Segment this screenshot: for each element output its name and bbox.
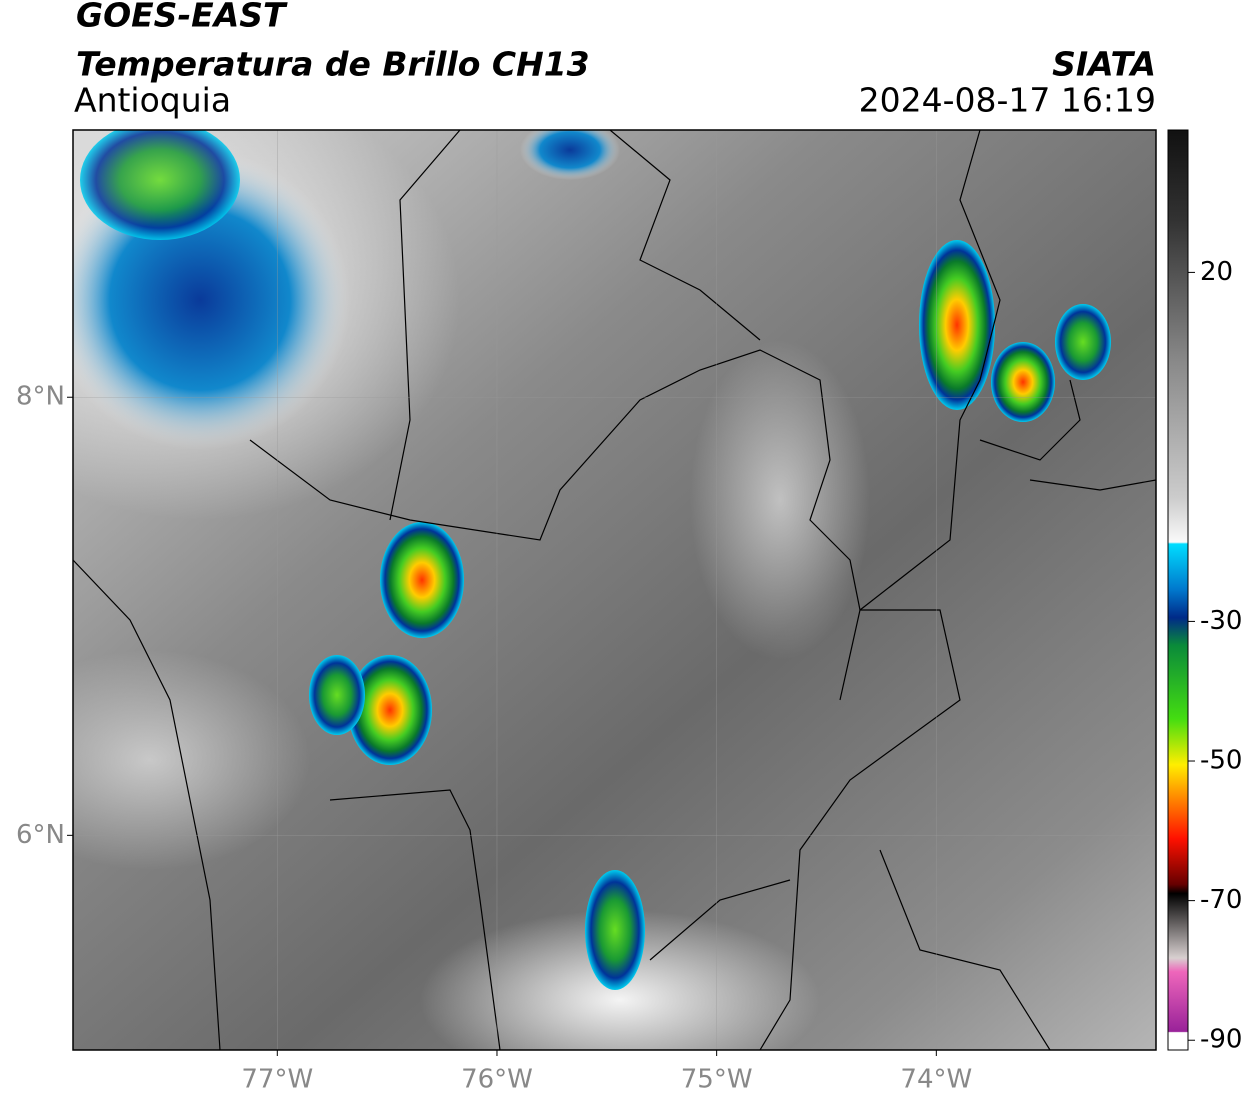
x-tick-label: 75°W (681, 1065, 753, 1095)
map-frame (72, 129, 1157, 1051)
y-tick-label: 6°N (16, 820, 65, 850)
satellite-image (73, 130, 1156, 1050)
colorbar-tick-label: -50 (1200, 746, 1242, 776)
timestamp: 2024-08-17 16:19 (859, 81, 1156, 120)
colorbar-tick-label: -90 (1200, 1025, 1242, 1055)
x-tick-label: 76°W (461, 1065, 533, 1095)
x-tick-label: 77°W (241, 1065, 313, 1095)
region: Antioquia (74, 81, 231, 120)
title: GOES-EAST (76, 0, 288, 35)
subtitle: Temperatura de Brillo CH13 (76, 45, 590, 84)
x-tick-label: 74°W (900, 1065, 972, 1095)
colorbar-tick-label: -30 (1200, 606, 1242, 636)
colorbar-tick-label: -70 (1200, 885, 1242, 915)
y-tick-label: 8°N (16, 382, 65, 412)
colorbar (1167, 129, 1189, 1051)
source: SIATA (1052, 45, 1156, 84)
colorbar-tick-label: 20 (1200, 257, 1233, 287)
